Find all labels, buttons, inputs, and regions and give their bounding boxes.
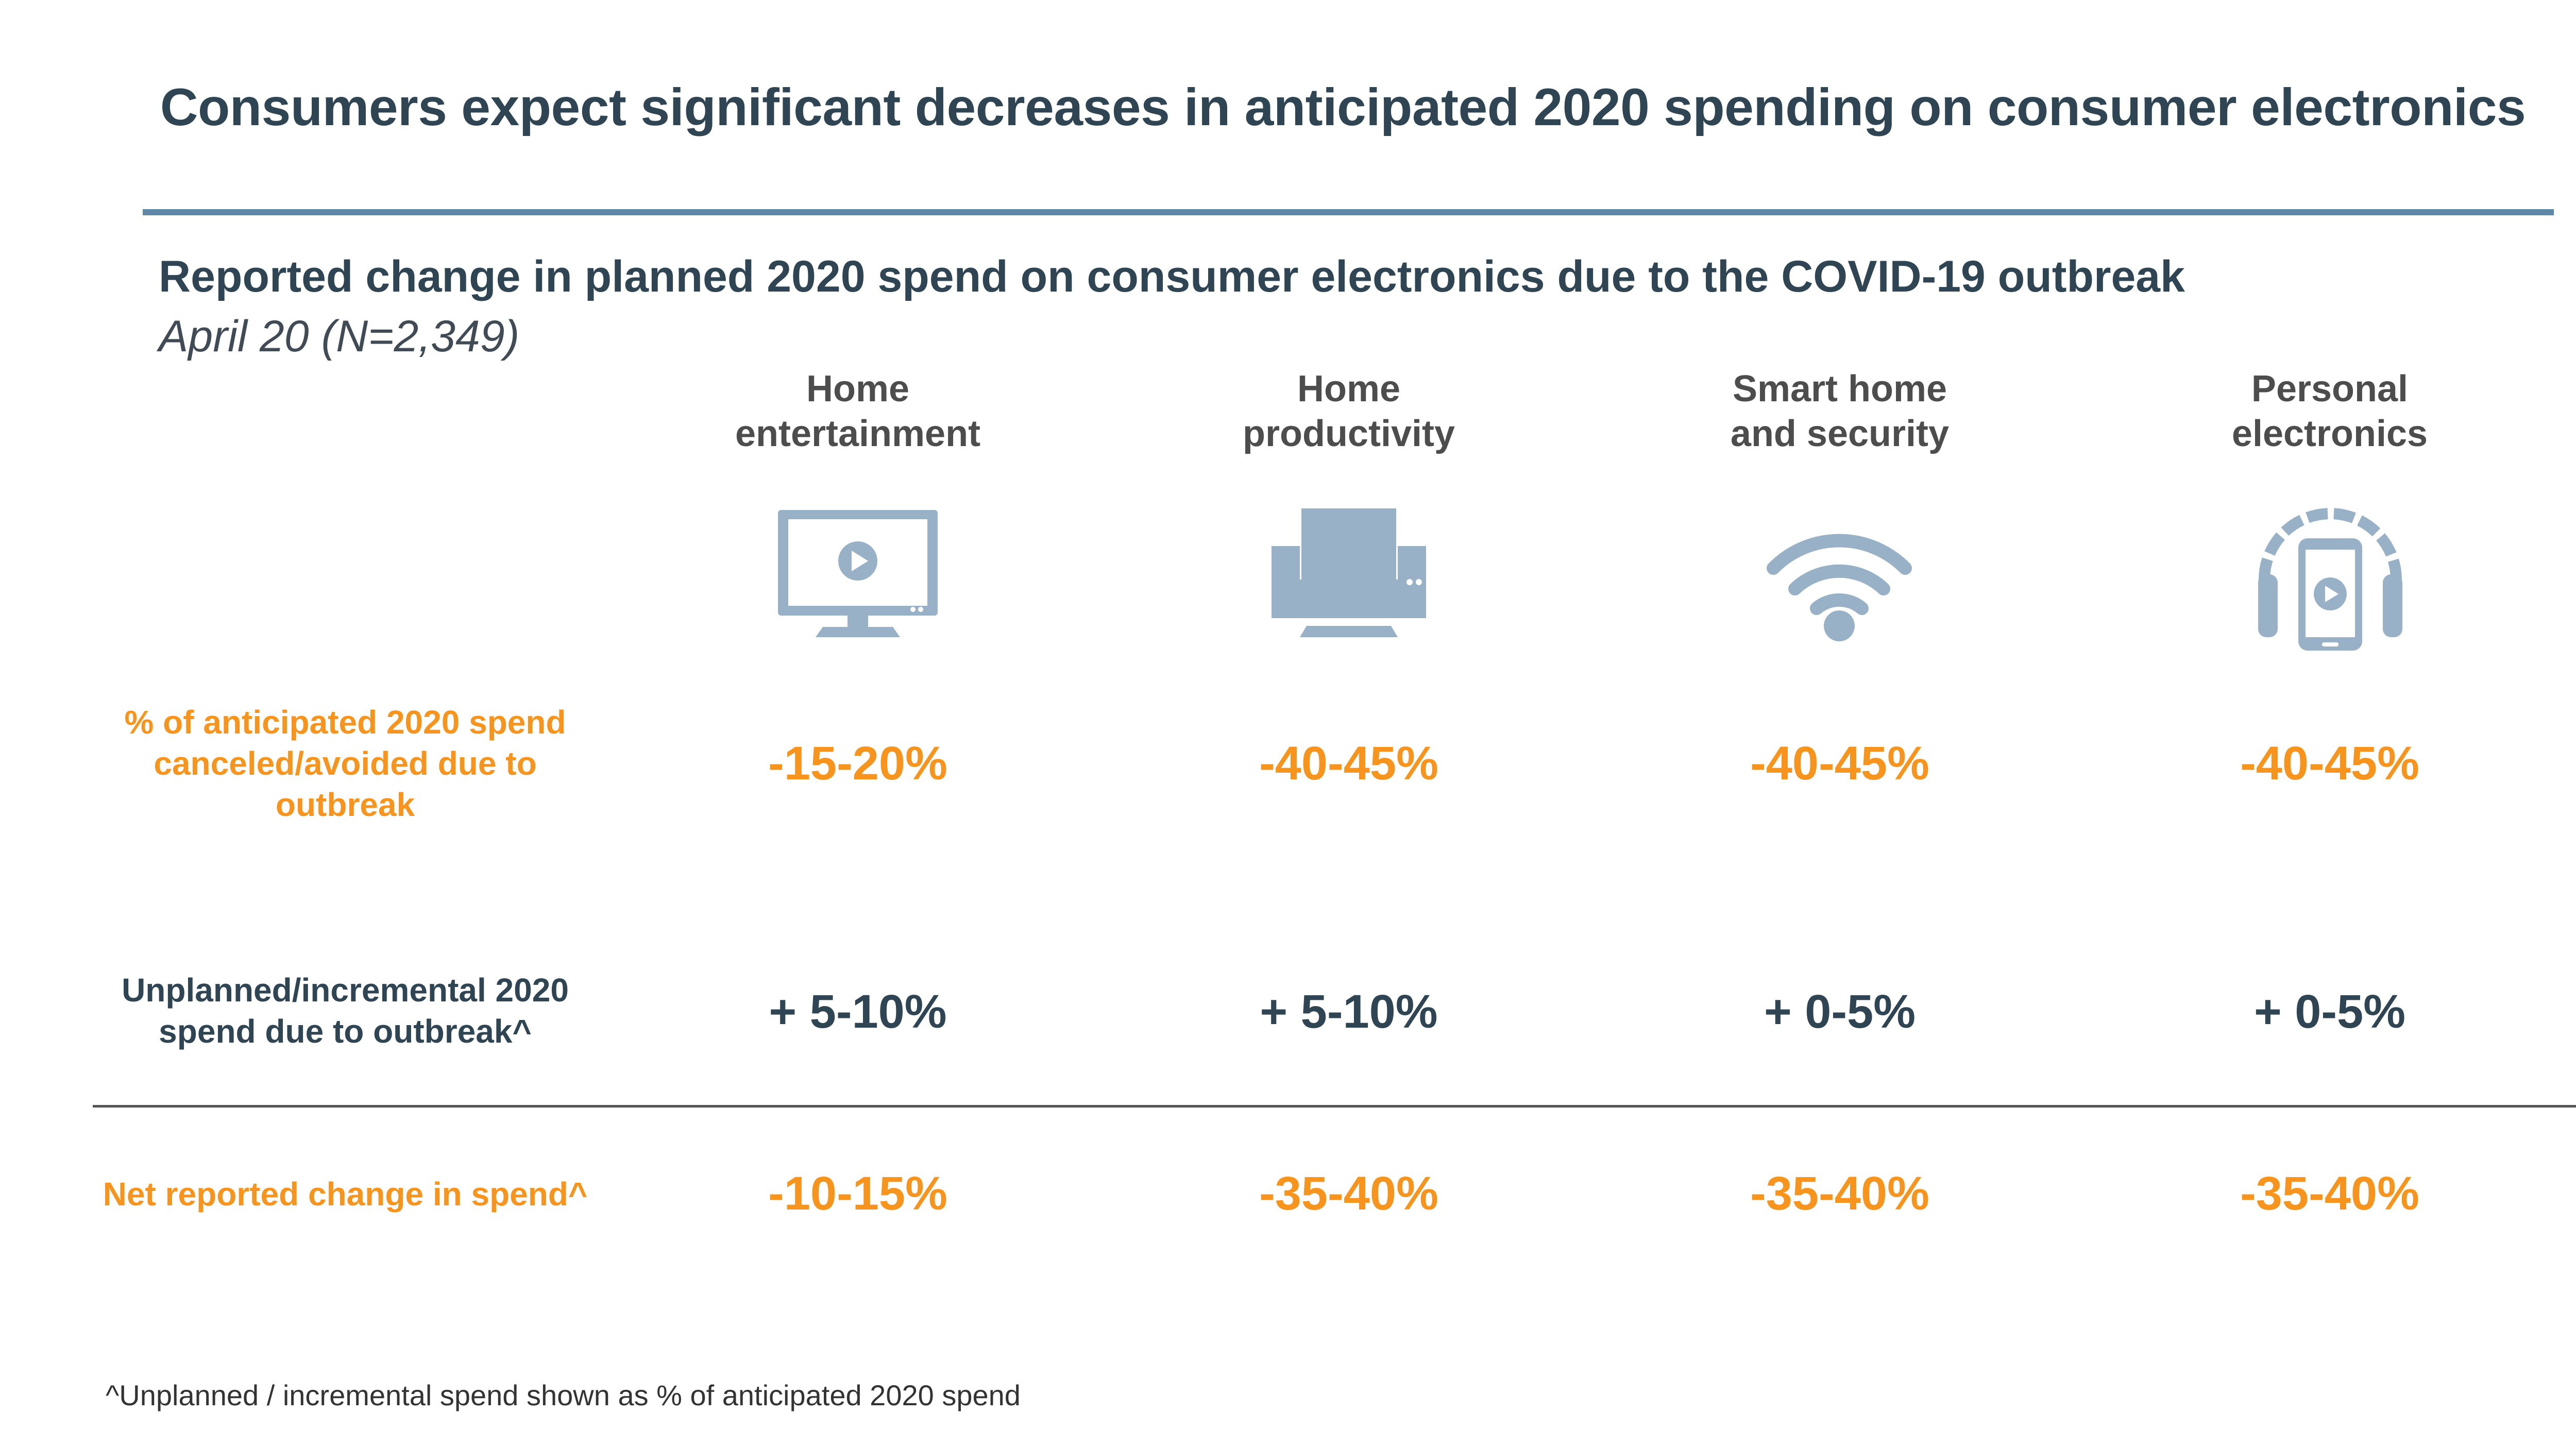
value-incremental-smart-home: + 0-5% <box>1764 985 1916 1038</box>
value-canceled-home-entertainment: -15-20% <box>768 737 947 790</box>
row-label-line: % of anticipated 2020 spend <box>124 704 566 741</box>
column-header-line: electronics <box>2231 413 2428 454</box>
net-divider <box>93 1105 2576 1108</box>
row-label-canceled: % of anticipated 2020 spend canceled/avo… <box>62 702 629 825</box>
row-label-line: canceled/avoided due to <box>154 745 537 782</box>
row-label-line: Net reported change in spend^ <box>103 1176 588 1213</box>
value-net-smart-home: -35-40% <box>1750 1167 1929 1220</box>
column-header-personal-electronics: Personal electronics <box>2149 367 2510 456</box>
column-header-line: entertainment <box>735 413 981 454</box>
column-header-home-entertainment: Home entertainment <box>677 367 1038 456</box>
row-label-net: Net reported change in spend^ <box>62 1173 629 1215</box>
footnote: ^Unplanned / incremental spend shown as … <box>106 1379 1021 1411</box>
tv-icon <box>778 510 938 637</box>
value-net-personal-electronics: -35-40% <box>2240 1167 2419 1220</box>
column-header-smart-home: Smart home and security <box>1659 367 2020 456</box>
column-header-line: Personal <box>2251 368 2409 410</box>
wifi-icon <box>1767 534 1912 641</box>
column-header-line: productivity <box>1242 413 1455 454</box>
row-label-incremental: Unplanned/incremental 2020 spend due to … <box>62 969 629 1052</box>
row-label-line: outbreak <box>275 786 415 823</box>
value-net-home-entertainment: -10-15% <box>768 1167 947 1220</box>
column-header-line: Smart home <box>1732 368 1947 410</box>
row-label-line: spend due to outbreak^ <box>159 1013 532 1050</box>
value-net-home-productivity: -35-40% <box>1259 1167 1438 1220</box>
column-header-line: Home <box>1297 368 1401 410</box>
value-canceled-personal-electronics: -40-45% <box>2240 737 2419 790</box>
value-canceled-home-productivity: -40-45% <box>1259 737 1438 790</box>
headphones-phone-icon <box>2258 508 2402 651</box>
chart-subtitle: Reported change in planned 2020 spend on… <box>159 252 2185 301</box>
value-canceled-smart-home: -40-45% <box>1750 737 1929 790</box>
column-header-line: Home <box>806 368 910 410</box>
survey-note: April 20 (N=2,349) <box>159 312 520 361</box>
printer-icon <box>1272 508 1426 637</box>
value-incremental-home-entertainment: + 5-10% <box>769 985 947 1038</box>
value-incremental-home-productivity: + 5-10% <box>1260 985 1438 1038</box>
column-header-line: and security <box>1730 413 1950 454</box>
row-label-line: Unplanned/incremental 2020 <box>122 972 569 1009</box>
title-divider <box>143 209 2554 215</box>
value-incremental-personal-electronics: + 0-5% <box>2253 985 2406 1038</box>
column-header-home-productivity: Home productivity <box>1168 367 1529 456</box>
page-title: Consumers expect significant decreases i… <box>160 78 2526 137</box>
